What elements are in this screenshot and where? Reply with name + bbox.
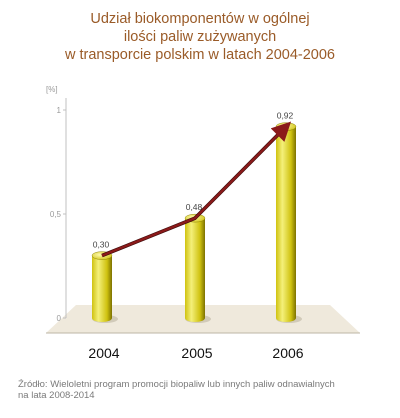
bar-body (276, 126, 296, 322)
bar-body (92, 255, 112, 322)
bar-body (185, 218, 205, 322)
y-tick-label: 0,5 (50, 210, 62, 219)
x-tick-label: 2006 (272, 345, 303, 361)
y-tick-label: 0 (57, 314, 62, 323)
y-tick-label: 1 (57, 106, 62, 115)
x-tick-label: 2005 (181, 345, 212, 361)
y-tick-labels: 00,51 (50, 106, 66, 323)
chart-title: Udział biokomponentów w ogólnej ilości p… (0, 10, 400, 64)
chart-title-line-2: ilości paliw zużywanych (123, 29, 277, 45)
source-line-1: Źródło: Wieloletni program promocji biop… (18, 379, 335, 390)
x-tick-labels: 2004 2005 2006 (88, 345, 303, 361)
source-note: Źródło: Wieloletni program promocji biop… (18, 379, 388, 401)
bar-2006 (275, 122, 302, 323)
source-line-2: na lata 2008-2014 (18, 390, 95, 401)
chart-title-line-1: Udział biokomponentów w ogólnej (90, 11, 310, 27)
bar-2004 (91, 251, 118, 323)
value-label: 0,48 (186, 202, 203, 212)
value-labels: 0,30 0,48 0,92 (93, 111, 294, 250)
trend-arrow (101, 121, 292, 257)
chart-title-line-3: w transporcie polskim w latach 2004-2006 (65, 47, 335, 63)
value-label: 0,92 (277, 111, 294, 121)
value-label: 0,30 (93, 240, 110, 250)
trend-arrow-layer (101, 121, 292, 258)
x-tick-label: 2004 (88, 345, 119, 361)
y-axis-unit-label: [%] (46, 85, 58, 94)
bars (91, 122, 302, 323)
